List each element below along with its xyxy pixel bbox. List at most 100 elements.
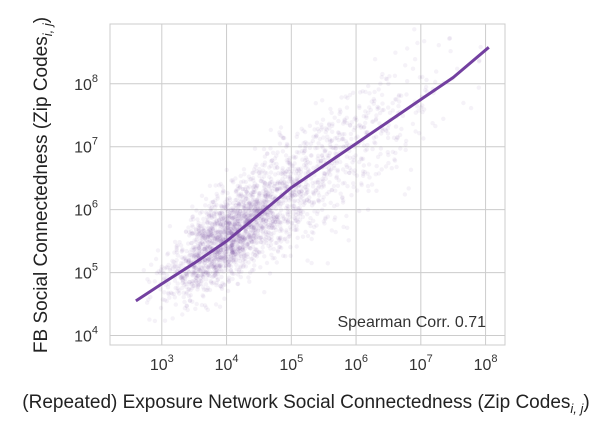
scatter-point xyxy=(245,197,251,202)
scatter-point xyxy=(331,163,337,168)
scatter-point xyxy=(233,188,239,193)
scatter-point xyxy=(240,261,245,266)
scatter-point xyxy=(200,274,206,279)
scatter-point xyxy=(226,279,232,284)
scatter-point xyxy=(189,241,194,246)
scatter-point xyxy=(227,228,232,234)
scatter-point xyxy=(223,252,228,257)
scatter-point xyxy=(299,184,304,190)
scatter-point xyxy=(245,190,250,196)
scatter-point xyxy=(277,236,282,242)
scatter-point xyxy=(305,159,310,165)
scatter-point xyxy=(207,287,213,293)
scatter-point xyxy=(226,226,231,231)
scatter-point xyxy=(201,228,207,233)
scatter-point xyxy=(215,249,220,254)
scatter-point xyxy=(316,198,321,203)
scatter-point xyxy=(196,242,201,247)
scatter-point xyxy=(214,274,219,280)
scatter-point xyxy=(262,290,267,295)
scatter-point xyxy=(335,202,340,207)
scatter-point xyxy=(192,231,198,236)
scatter-point xyxy=(237,208,242,213)
scatter-point xyxy=(223,207,229,212)
scatter-point xyxy=(290,190,295,196)
scatter-point xyxy=(246,241,251,247)
scatter-point xyxy=(240,208,245,214)
scatter-point xyxy=(342,117,347,122)
scatter-point xyxy=(201,269,206,274)
scatter-point xyxy=(193,254,198,260)
scatter-point xyxy=(259,220,265,226)
scatter-point xyxy=(215,255,220,260)
scatter-point xyxy=(251,228,257,233)
scatter-point xyxy=(233,215,239,220)
scatter-point xyxy=(342,180,347,186)
scatter-point xyxy=(244,232,249,237)
scatter-point xyxy=(296,168,302,173)
scatter-point xyxy=(333,146,338,151)
scatter-point xyxy=(218,283,223,289)
scatter-point xyxy=(229,242,235,248)
scatter-point xyxy=(242,213,247,218)
scatter-point xyxy=(250,226,256,231)
scatter-point xyxy=(222,215,227,221)
scatter-point xyxy=(216,238,222,243)
scatter-point xyxy=(274,240,280,245)
scatter-point xyxy=(368,107,373,113)
scatter-point xyxy=(277,186,282,191)
scatter-point xyxy=(297,208,303,213)
scatter-point xyxy=(263,200,268,205)
y-tick-label: 107 xyxy=(74,136,98,157)
scatter-point xyxy=(193,227,199,233)
scatter-point xyxy=(301,141,306,146)
scatter-point xyxy=(320,98,325,103)
scatter-point xyxy=(238,249,243,254)
scatter-point xyxy=(251,230,256,235)
scatter-point xyxy=(226,219,232,224)
scatter-point xyxy=(294,134,299,139)
scatter-point xyxy=(222,200,228,205)
scatter-point xyxy=(196,245,201,250)
scatter-point xyxy=(197,250,202,256)
scatter-point xyxy=(215,268,220,274)
scatter-point xyxy=(291,188,296,193)
scatter-point xyxy=(174,244,179,249)
scatter-point xyxy=(303,229,308,235)
scatter-point xyxy=(263,194,268,199)
scatter-point xyxy=(256,193,262,198)
scatter-point xyxy=(225,288,231,294)
scatter-point xyxy=(297,217,303,222)
scatter-point xyxy=(281,216,286,222)
scatter-point xyxy=(204,229,210,234)
scatter-point xyxy=(361,169,366,174)
scatter-point xyxy=(354,173,360,178)
scatter-point xyxy=(196,223,201,228)
scatter-point xyxy=(263,221,268,226)
scatter-point xyxy=(176,263,182,269)
scatter-point xyxy=(320,155,326,161)
scatter-point xyxy=(375,154,381,160)
scatter-point xyxy=(309,153,314,158)
scatter-point xyxy=(375,106,380,112)
scatter-point xyxy=(340,195,345,201)
scatter-point xyxy=(220,222,226,228)
scatter-point xyxy=(228,229,233,234)
scatter-point xyxy=(179,276,185,282)
scatter-point xyxy=(422,39,427,44)
scatter-point xyxy=(295,227,300,232)
scatter-point xyxy=(263,187,268,192)
scatter-point xyxy=(317,193,322,198)
scatter-point xyxy=(252,189,257,195)
scatter-point xyxy=(241,237,246,243)
scatter-point xyxy=(260,217,266,223)
scatter-point xyxy=(239,212,245,217)
scatter-point xyxy=(246,213,251,218)
scatter-point xyxy=(267,222,273,227)
scatter-point xyxy=(205,243,210,249)
scatter-point xyxy=(210,232,216,238)
scatter-point xyxy=(167,268,173,273)
scatter-point xyxy=(275,186,280,191)
scatter-point xyxy=(248,270,253,275)
scatter-point xyxy=(251,267,256,273)
